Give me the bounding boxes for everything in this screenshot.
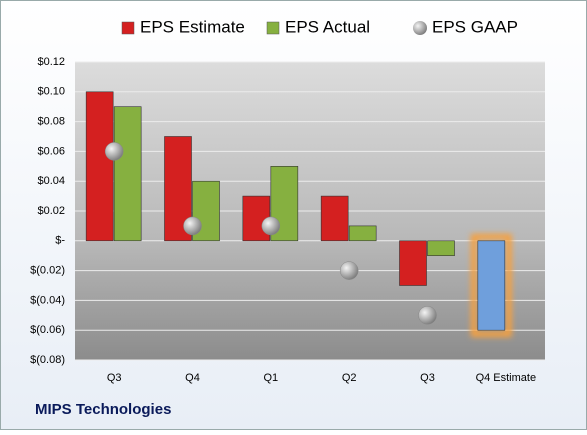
caption: MIPS Technologies	[35, 401, 171, 418]
y-tick-label: $-	[55, 235, 65, 247]
legend-label: EPS Estimate	[140, 17, 245, 36]
gaap-point	[104, 142, 124, 161]
y-tick-label: $0.04	[37, 175, 65, 187]
legend-marker	[266, 21, 280, 35]
x-tick-label: Q3	[420, 372, 435, 384]
bar	[399, 240, 427, 286]
y-tick-label: $0.12	[37, 56, 65, 68]
bar	[242, 195, 271, 242]
y-tick-label: $0.10	[37, 86, 65, 98]
legend-label: EPS GAAP	[432, 17, 518, 36]
y-tick-label: $0.08	[37, 116, 65, 128]
bar	[427, 240, 455, 257]
x-tick-label: Q2	[342, 372, 357, 384]
bar	[320, 195, 349, 242]
x-tick-label: Q3	[107, 372, 122, 384]
gaap-point	[339, 261, 359, 280]
x-tick-label: Q4	[185, 372, 200, 384]
legend-marker	[121, 21, 135, 35]
bar	[348, 225, 377, 242]
bar	[113, 106, 142, 242]
bar	[85, 91, 114, 242]
y-tick-label: $(0.08)	[30, 354, 65, 366]
x-tick-label: Q1	[263, 372, 278, 384]
y-tick-label: $0.06	[37, 145, 65, 157]
legend-label: EPS Actual	[285, 17, 370, 36]
gaap-point	[418, 306, 437, 325]
gaap-point	[261, 216, 281, 236]
y-tick-label: $(0.02)	[30, 265, 65, 277]
x-tick-label: Q4 Estimate	[476, 372, 537, 384]
highlight-glow	[470, 233, 512, 338]
y-tick-label: $0.02	[37, 205, 65, 217]
y-tick-label: $(0.04)	[30, 294, 65, 306]
bar	[477, 240, 506, 331]
y-tick-label: $(0.06)	[30, 324, 65, 336]
gaap-point	[183, 216, 202, 236]
legend-marker	[413, 21, 427, 35]
